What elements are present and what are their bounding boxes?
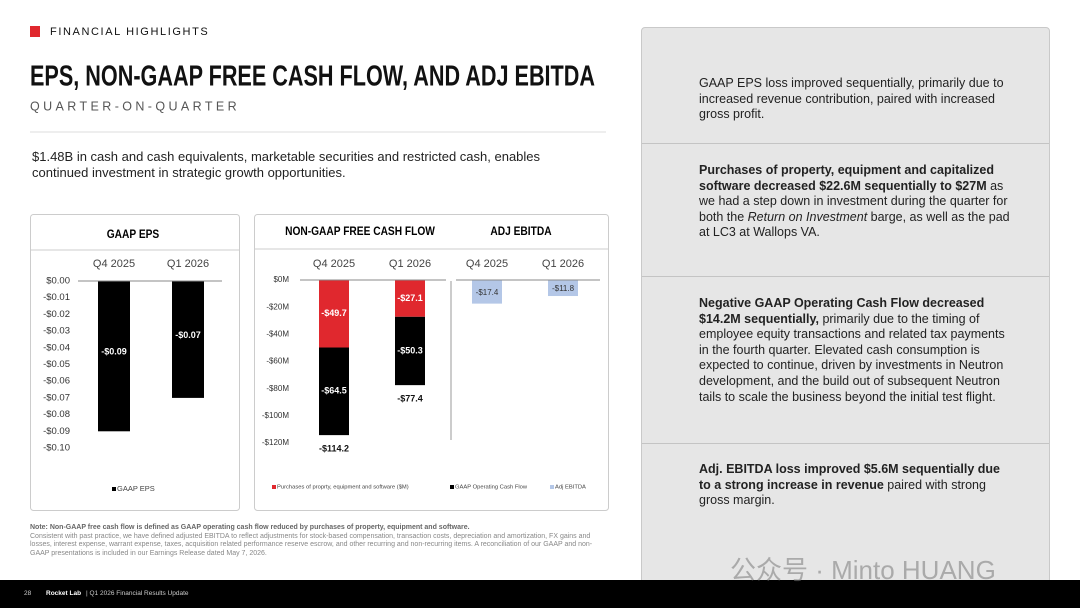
y-tick-label: -$60M (266, 357, 289, 366)
panel-divider (642, 143, 1049, 144)
footer: 28 Rocket Lab | Q1 2026 Financial Result… (0, 580, 1080, 608)
x-tick-label: Q1 2026 (389, 258, 431, 270)
x-tick-label: Q4 2025 (313, 258, 355, 270)
commentary-text: Return on Investment (747, 209, 868, 224)
y-tick-label: -$80M (266, 384, 289, 393)
commentary-panel: GAAP EPS loss improved sequentially, pri… (641, 27, 1050, 589)
legend-label: Adj EBITDA (555, 485, 586, 491)
x-tick-label: Q1 2026 (167, 258, 209, 270)
legend-swatch (450, 485, 454, 489)
legend-swatch (550, 485, 554, 489)
value-label: -$50.3 (397, 345, 423, 355)
bar (548, 280, 578, 297)
commentary-text: barge, as well as the pad at LC3 at Wall… (699, 209, 1010, 240)
value-label: -$49.7 (321, 308, 347, 318)
y-tick-label: -$20M (266, 302, 289, 311)
chart-title: ADJ EBITDA (490, 225, 551, 238)
value-label: -$0.07 (175, 330, 201, 340)
section-label: FINANCIAL HIGHLIGHTS (50, 26, 209, 38)
commentary-text: Purchases of property, equipment and cap… (699, 163, 994, 193)
x-tick-label: Q4 2025 (93, 258, 135, 270)
commentary-text: Adj. EBITDA loss improved $5.6M sequenti… (699, 462, 1000, 492)
y-tick-label: -$0.09 (43, 426, 70, 437)
company: Rocket Lab (46, 590, 82, 597)
x-tick-label: Q1 2026 (542, 258, 584, 270)
watermark: 公众号 · Minto HUANG (730, 555, 996, 585)
panel-divider (642, 443, 1049, 444)
commentary-item: GAAP EPS loss improved sequentially, pri… (699, 76, 1014, 123)
y-tick-label: -$0.04 (43, 342, 70, 353)
y-tick-label: -$0.06 (43, 376, 70, 387)
commentary-text: primarily due to the timing of employee … (699, 311, 1005, 404)
page-number: 28 (24, 590, 32, 597)
chart-title: NON-GAAP FREE CASH FLOW (285, 225, 435, 238)
value-label: -$64.5 (321, 386, 347, 396)
commentary-text: Negative GAAP Operating Cash Flow decrea… (699, 296, 985, 326)
footnote-bold: Note: Non-GAAP free cash flow is defined… (30, 524, 470, 531)
value-label: -$27.1 (397, 293, 423, 303)
panel-divider (642, 276, 1049, 277)
value-label: -$17.4 (476, 288, 499, 297)
commentary-text: as we had a step down in investment duri… (699, 178, 1008, 224)
total-label: -$77.4 (397, 394, 423, 404)
y-tick-label: -$0.08 (43, 409, 70, 420)
legend-label: Purchases of proprty, equipment and soft… (277, 485, 409, 491)
bar-segment (319, 347, 349, 436)
bar-segment (395, 316, 425, 386)
intro-text: $1.48B in cash and cash equivalents, mar… (32, 149, 541, 180)
footnote-text: Consistent with past practice, we have d… (30, 532, 593, 557)
commentary-item: Negative GAAP Operating Cash Flow decrea… (699, 296, 1014, 405)
commentary-item: Purchases of property, equipment and cap… (699, 163, 1014, 241)
y-tick-label: -$40M (266, 329, 289, 338)
legend-label: GAAP Operating Cash Flow (455, 485, 528, 491)
y-tick-label: -$100M (262, 411, 289, 420)
y-tick-label: -$120M (262, 438, 289, 447)
bar-segment (395, 280, 425, 317)
chart-title: GAAP EPS (107, 228, 159, 241)
legend-label: GAAP EPS (117, 484, 155, 493)
y-tick-label: -$0.03 (43, 326, 70, 337)
total-label: -$114.2 (319, 443, 349, 453)
bar (172, 281, 204, 398)
value-label: -$0.09 (101, 347, 127, 357)
bar-segment (319, 280, 349, 348)
value-label: -$11.8 (552, 284, 575, 293)
y-tick-label: -$0.07 (43, 392, 70, 403)
y-tick-label: $0M (273, 275, 289, 284)
commentary-text: paired with strong gross margin. (699, 477, 986, 508)
slide-subtitle: QUARTER-ON-QUARTER (30, 99, 240, 113)
y-tick-label: -$0.05 (43, 359, 70, 370)
section-marker (30, 26, 40, 37)
commentary-text: GAAP EPS loss improved sequentially, pri… (699, 76, 1004, 122)
y-tick-label: -$0.02 (43, 309, 70, 320)
legend-swatch (272, 485, 276, 489)
deck-name: | Q1 2026 Financial Results Update (86, 590, 189, 597)
slide-title: EPS, NON-GAAP FREE CASH FLOW, AND ADJ EB… (30, 61, 595, 93)
y-tick-label: $0.00 (46, 276, 70, 287)
commentary-item: Adj. EBITDA loss improved $5.6M sequenti… (699, 462, 1014, 509)
footnote: Note: Non-GAAP free cash flow is defined… (30, 524, 605, 558)
legend-swatch (112, 487, 116, 491)
bar (472, 280, 502, 304)
y-tick-label: -$0.10 (43, 443, 70, 454)
bar (98, 281, 130, 432)
x-tick-label: Q4 2025 (466, 258, 508, 270)
y-tick-label: -$0.01 (43, 292, 70, 303)
